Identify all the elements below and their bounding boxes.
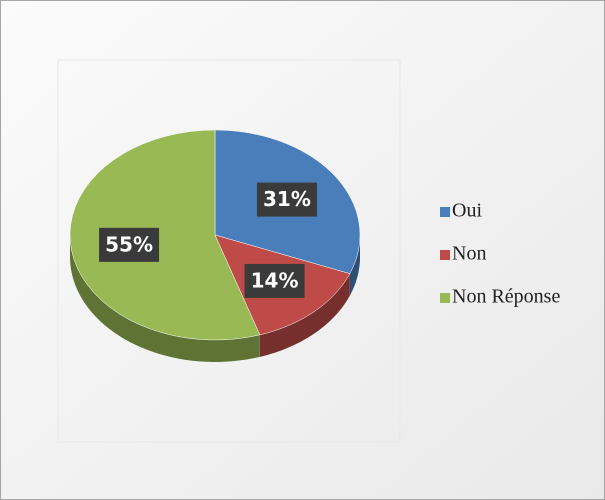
- data-label: 55%: [105, 232, 153, 256]
- legend-label: Non Réponse: [452, 286, 560, 308]
- plot-area: [57, 59, 401, 443]
- pie-slice: [69, 129, 261, 341]
- data-label: 31%: [263, 187, 311, 211]
- data-label-box: [99, 227, 160, 262]
- pie-side: [259, 273, 350, 357]
- legend-swatch: [440, 293, 450, 303]
- pie-side: [70, 235, 260, 362]
- legend-label: Non: [452, 243, 486, 265]
- legend-swatch: [440, 250, 450, 260]
- legend-label: Oui: [452, 200, 482, 222]
- pie-side: [349, 235, 360, 296]
- data-label: 14%: [251, 268, 299, 292]
- data-label-box: [256, 182, 317, 217]
- legend-swatch: [440, 207, 450, 217]
- data-label-box: [244, 263, 305, 298]
